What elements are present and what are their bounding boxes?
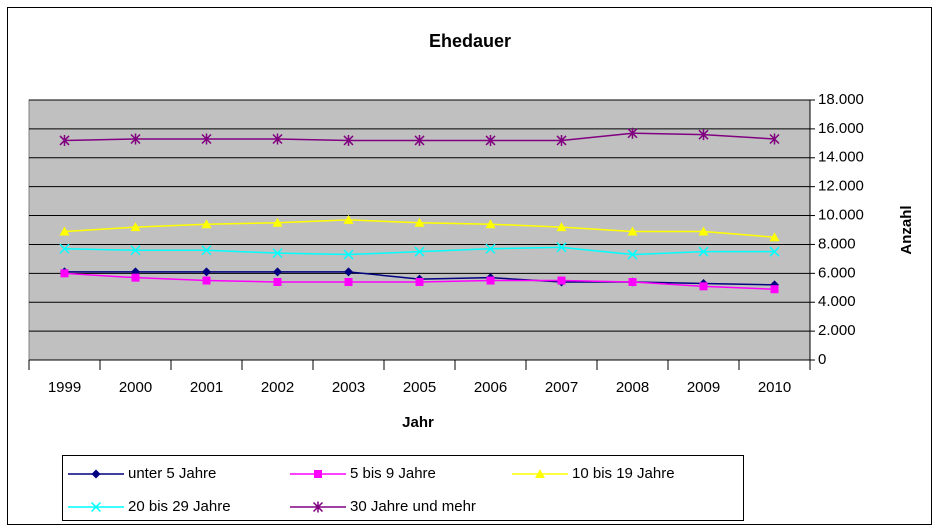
x-tick-label: 2000 — [119, 379, 152, 396]
marker — [769, 133, 780, 145]
marker — [272, 133, 283, 145]
marker — [769, 246, 780, 257]
marker — [414, 246, 425, 257]
marker — [699, 282, 708, 291]
marker — [59, 226, 70, 236]
x-tick-label: 2002 — [261, 379, 294, 396]
marker — [414, 217, 425, 227]
marker — [201, 219, 212, 229]
marker — [485, 243, 496, 254]
x-tick-label: 2003 — [332, 379, 365, 396]
legend-label: unter 5 Jahre — [128, 465, 216, 482]
x-tick-label: 2007 — [545, 379, 578, 396]
marker — [556, 242, 567, 253]
marker — [273, 278, 282, 286]
marker — [131, 273, 140, 282]
marker — [343, 249, 354, 260]
y-tick-label: 8.000 — [818, 235, 856, 252]
marker — [312, 501, 324, 513]
chart-title: Ehedauer — [429, 31, 511, 51]
y-tick-label: 16.000 — [818, 120, 864, 137]
y-tick-label: 2.000 — [818, 322, 856, 339]
marker — [769, 232, 780, 242]
legend-box — [62, 455, 744, 521]
marker — [698, 246, 709, 257]
marker — [770, 285, 779, 294]
marker — [414, 134, 425, 146]
marker — [201, 245, 212, 256]
marker — [698, 226, 709, 236]
marker — [272, 248, 283, 259]
marker — [415, 278, 424, 286]
marker — [627, 127, 638, 139]
legend-label: 10 bis 19 Jahre — [572, 465, 675, 482]
marker — [130, 222, 141, 232]
marker — [202, 267, 211, 277]
marker — [272, 217, 283, 227]
marker — [698, 129, 709, 141]
x-tick-label: 2006 — [474, 379, 507, 396]
y-tick-label: 10.000 — [818, 207, 864, 224]
marker — [344, 278, 353, 286]
marker — [557, 276, 566, 285]
legend-label: 20 bis 29 Jahre — [128, 498, 231, 515]
marker — [535, 469, 545, 478]
marker — [627, 226, 638, 236]
marker — [59, 243, 70, 254]
marker — [130, 133, 141, 145]
marker — [60, 269, 69, 278]
y-tick-label: 0 — [818, 351, 826, 368]
y-tick-label: 6.000 — [818, 264, 856, 281]
marker — [628, 278, 637, 286]
marker — [130, 245, 141, 256]
marker — [556, 134, 567, 146]
y-tick-label: 18.000 — [818, 91, 864, 108]
marker — [201, 133, 212, 145]
marker — [343, 214, 354, 224]
marker — [202, 276, 211, 285]
y-axis-label: Anzahl — [898, 205, 915, 254]
x-tick-label: 2008 — [616, 379, 649, 396]
legend-label: 5 bis 9 Jahre — [350, 465, 436, 482]
marker — [486, 276, 495, 285]
x-tick-label: 2005 — [403, 379, 436, 396]
marker — [343, 134, 354, 146]
y-tick-label: 4.000 — [818, 293, 856, 310]
marker — [91, 469, 101, 479]
y-tick-label: 12.000 — [818, 178, 864, 195]
marker — [273, 267, 282, 277]
legend-label: 30 Jahre und mehr — [350, 498, 476, 515]
marker — [556, 222, 567, 232]
marker — [59, 134, 70, 146]
x-tick-label: 2001 — [190, 379, 223, 396]
x-tick-label: 1999 — [48, 379, 81, 396]
x-tick-label: 2009 — [687, 379, 720, 396]
x-axis-label: Jahr — [402, 414, 434, 431]
x-tick-label: 2010 — [758, 379, 791, 396]
y-tick-label: 14.000 — [818, 149, 864, 166]
marker — [627, 249, 638, 260]
marker — [314, 470, 322, 478]
marker — [485, 134, 496, 146]
marker — [485, 219, 496, 229]
marker — [90, 501, 102, 513]
marker — [344, 267, 353, 277]
